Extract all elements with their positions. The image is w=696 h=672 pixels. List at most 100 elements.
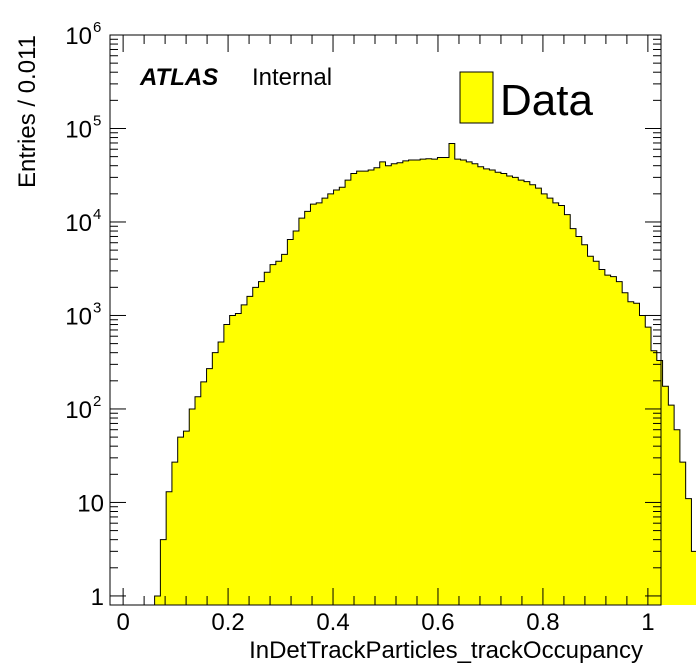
x-axis-title: InDetTrackParticles_trackOccupancy [249,637,643,664]
histogram-bar [275,261,282,605]
x-tick-labels: 0 0.2 0.4 0.6 0.8 1 [116,609,654,636]
histogram-bar [622,292,629,605]
histogram-bar [604,275,612,605]
histogram-bar [171,462,179,605]
y-tick-exponent: 4 [93,206,101,223]
histogram-bar [385,165,392,605]
histogram-bar [218,342,225,605]
histogram-bar [252,287,259,605]
histogram-bar [581,244,588,605]
histogram-bar [454,159,461,605]
histogram-bar [662,386,669,605]
histogram-bar [668,405,675,605]
histogram-bar [183,431,190,605]
histogram-bar [333,189,340,606]
histogram-bar [610,276,617,605]
histogram-bar [356,171,363,605]
histogram-bar [425,158,433,606]
histogram-bar [200,381,207,605]
histogram-bar [599,269,606,605]
y-tick-exponent: 5 [93,112,101,129]
histogram-bar [518,180,525,605]
histogram-bar [472,163,479,605]
histogram-bars [154,143,696,606]
histogram-bar [685,498,692,605]
legend-label: Data [500,76,593,125]
histogram-bar [154,595,161,605]
histogram-bar [633,303,640,605]
histogram-bar [593,261,600,605]
histogram-bar [160,539,167,605]
histogram-bar [316,202,323,605]
histogram-bar [420,159,427,605]
histogram-bar [166,491,173,605]
y-tick-label: 10 [65,397,92,424]
histogram-bar [564,214,571,605]
histogram-bar [627,301,635,605]
histogram-bar [437,157,444,605]
histogram-bar [616,281,623,605]
legend-swatch [459,71,494,124]
x-tick-label: 0.2 [211,609,244,636]
histogram-bar [460,160,467,605]
histogram-bar [287,239,294,605]
histogram-bar [500,173,508,606]
histogram-bar [298,218,306,605]
histogram-bar [362,171,369,605]
histogram-bar [489,169,496,605]
histogram-bar [223,324,231,605]
x-tick-label: 0.4 [316,609,349,636]
x-tick-label: 0 [116,609,129,636]
y-tick-exponent: 6 [93,19,101,36]
histogram-bar [270,264,277,605]
histogram-bar [235,313,242,605]
atlas-label: ATLAS [139,64,218,91]
histogram-bar [402,160,409,605]
histogram-bar [651,350,658,605]
histogram-bar [483,168,490,605]
histogram-bar [656,360,663,605]
histogram-bar [443,157,450,605]
histogram-bar [575,236,583,606]
histogram-bar [310,204,317,605]
histogram-bar [541,193,548,605]
histogram-bar [552,202,560,605]
histogram-bar [679,462,687,605]
histogram-bar [512,177,519,605]
histogram-bar [535,188,542,605]
histogram-bar [431,159,438,605]
histogram-bar [229,315,236,605]
legend: Data [459,71,593,125]
internal-label: Internal [252,64,332,91]
histogram-bar [379,161,386,605]
histogram-bar [246,296,254,605]
histogram-bar [691,551,696,605]
x-tick-label: 0.6 [421,609,454,636]
y-tick-label: 10 [65,303,92,330]
histogram-bar [322,198,329,605]
histogram-bar [524,181,531,605]
y-tick-label: 10 [77,490,104,517]
histogram-bar [241,304,248,605]
y-tick-exponent: 2 [93,393,101,410]
histogram-bar [293,231,300,605]
histogram-bar [639,315,646,605]
histogram-bar [391,163,398,605]
x-tick-label: 0.8 [526,609,559,636]
histogram-outline [154,143,696,605]
histogram-bar [368,169,375,605]
x-tick-label: 1 [641,609,654,636]
histogram-bar [506,176,513,605]
y-axis-title: Entries / 0.011 [14,35,41,188]
histogram-bar [264,272,271,605]
histogram-bar [529,184,536,605]
histogram-bar [495,172,502,606]
histogram-bar [408,160,415,605]
histogram-bar [558,205,565,605]
histogram-bar [674,429,681,605]
y-tick-exponent: 3 [93,299,101,316]
axis-ticks [110,34,661,605]
histogram-bar [448,143,456,605]
